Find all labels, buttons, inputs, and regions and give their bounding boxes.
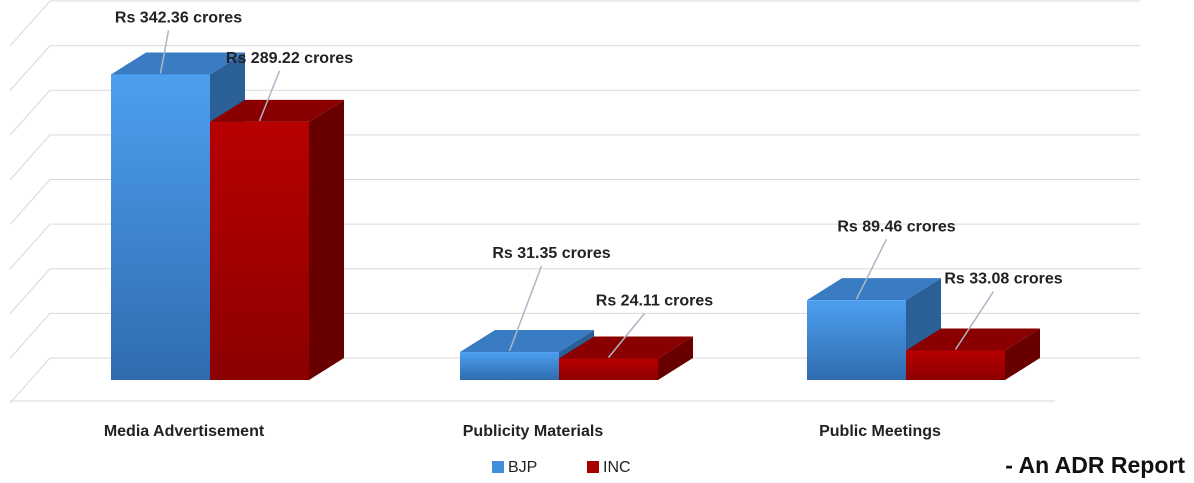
leader-line [855, 238, 888, 300]
bar [210, 121, 309, 380]
grid-line-side [9, 134, 51, 181]
data-label: Rs 342.36 crores [115, 10, 242, 27]
grid-line-side [9, 45, 51, 91]
bar-top [906, 328, 1040, 351]
bar [111, 74, 210, 381]
data-label: Rs 89.46 crores [837, 218, 955, 235]
legend-swatch [492, 461, 504, 473]
grid-line-side [9, 268, 51, 315]
bar [807, 300, 906, 380]
data-label: Rs 31.35 crores [492, 245, 610, 262]
bar-top [807, 278, 941, 301]
grid-line-side [9, 0, 51, 47]
bars: Rs 342.36 crores Rs 289.22 crores Rs 31.35… [111, 10, 1063, 381]
legend-swatch [587, 461, 599, 473]
data-label: Rs 33.08 crores [944, 271, 1062, 288]
leader-line [607, 313, 646, 358]
data-label: Rs 289.22 crores [226, 50, 353, 67]
data-label: Rs 24.11 crores [596, 293, 714, 310]
bar-top [111, 52, 245, 75]
annotation: - An ADR Report [1005, 452, 1185, 478]
leader-line [954, 291, 995, 350]
bar-top [460, 330, 594, 353]
grid-line-side [9, 179, 51, 225]
grid-line-side [9, 313, 51, 359]
bar [559, 358, 658, 380]
leader-line [159, 30, 170, 74]
x-tick-label: Public Meetings [819, 423, 941, 440]
bar [906, 350, 1005, 380]
bar-side [309, 99, 344, 380]
legend-label: INC [603, 459, 631, 476]
leader-line [508, 265, 543, 352]
bar-top [559, 336, 693, 359]
grid-line-side [9, 223, 51, 270]
bar-side [1005, 328, 1040, 380]
bar [460, 352, 559, 380]
grid-line-side [9, 357, 51, 404]
grid-line-side [9, 89, 51, 136]
x-tick-label: Media Advertisement [104, 423, 265, 440]
x-tick-label: Publicity Materials [463, 423, 604, 440]
bar-side [658, 336, 693, 380]
legend-label: BJP [508, 459, 537, 476]
leader-line [258, 70, 281, 122]
bar-top [210, 99, 344, 122]
